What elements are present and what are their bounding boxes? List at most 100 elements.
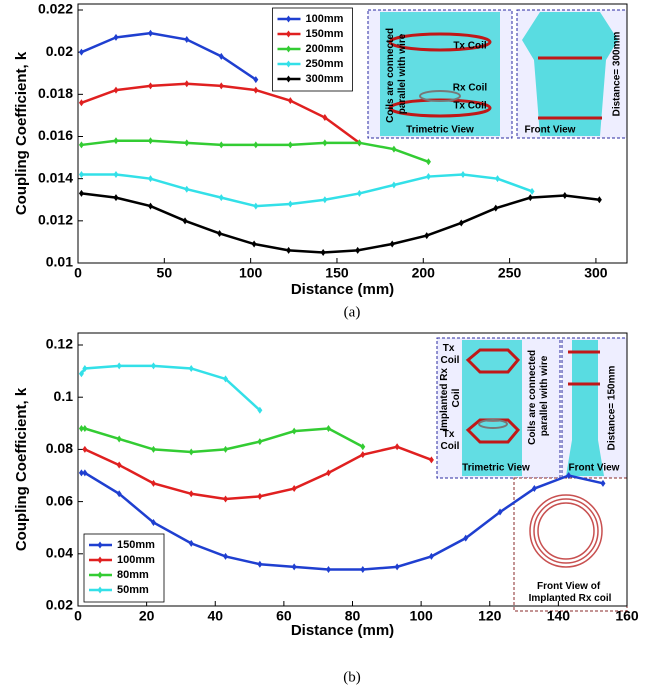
y-tick-label: 0.01 xyxy=(46,254,73,270)
data-point xyxy=(78,469,84,477)
data-point xyxy=(116,435,122,443)
data-point xyxy=(253,76,259,84)
data-point xyxy=(322,114,328,122)
y-axis-label: Coupling Coefficient, k xyxy=(13,387,30,551)
legend-label: 250mm xyxy=(306,58,344,70)
data-point xyxy=(253,86,259,94)
data-point xyxy=(389,240,395,248)
legend-marker xyxy=(97,541,103,549)
data-point xyxy=(291,485,297,493)
data-point xyxy=(223,375,229,383)
data-point xyxy=(428,552,434,560)
data-point xyxy=(188,539,194,547)
legend-label: 300mm xyxy=(306,73,344,85)
data-point xyxy=(78,48,84,56)
data-point xyxy=(497,508,503,516)
rx-coil xyxy=(533,498,599,564)
data-point xyxy=(218,141,224,149)
data-point xyxy=(150,479,156,487)
data-point xyxy=(527,194,533,202)
data-point xyxy=(218,194,224,202)
data-point xyxy=(322,196,328,204)
data-point xyxy=(218,82,224,90)
data-point xyxy=(257,560,263,568)
y-tick-label: 0.12 xyxy=(46,336,73,352)
data-point xyxy=(325,425,331,433)
data-point xyxy=(253,202,259,210)
data-point xyxy=(78,99,84,107)
data-point xyxy=(150,445,156,453)
data-point xyxy=(360,451,366,459)
tx-coil xyxy=(465,348,521,374)
annotation: Implanted Rx Coil xyxy=(439,365,462,431)
x-tick-label: 0 xyxy=(74,608,82,624)
y-tick-label: 0.08 xyxy=(46,440,73,456)
inset-a xyxy=(367,9,628,139)
data-point xyxy=(356,139,362,147)
x-tick-label: 50 xyxy=(157,265,173,281)
x-tick-label: 160 xyxy=(615,608,639,624)
data-point xyxy=(116,461,122,469)
legend-marker xyxy=(286,30,291,38)
data-point xyxy=(113,86,119,94)
annotation: Distance= 150mm xyxy=(607,366,618,451)
leg-mesh xyxy=(566,340,604,476)
data-point xyxy=(257,438,263,446)
annotation: Tx Coil xyxy=(441,343,460,366)
data-point xyxy=(116,490,122,498)
data-point xyxy=(458,219,464,227)
legend-marker xyxy=(97,571,103,579)
data-point xyxy=(355,246,361,254)
data-point xyxy=(78,170,84,178)
data-point xyxy=(188,448,194,456)
series-line xyxy=(81,173,533,208)
data-point xyxy=(463,534,469,542)
data-point xyxy=(325,565,331,573)
y-tick-label: 0.016 xyxy=(38,127,73,143)
annotation: Trimetric View xyxy=(462,463,530,474)
data-point xyxy=(596,196,602,204)
data-point xyxy=(78,141,84,149)
annotation: Front View of Implanted Rx coil xyxy=(529,581,612,604)
y-tick-label: 0.02 xyxy=(46,43,73,59)
series-line xyxy=(81,427,364,454)
annotation: Tx Coil xyxy=(453,101,487,112)
series-line xyxy=(80,31,257,81)
legend-label: 50mm xyxy=(117,584,149,596)
x-tick-label: 60 xyxy=(276,608,292,624)
y-tick-label: 0.012 xyxy=(38,212,73,228)
data-point xyxy=(82,364,88,372)
data-point xyxy=(82,425,88,433)
annotation: Coils are connected parallel with wire xyxy=(527,347,550,445)
rx-coil xyxy=(537,502,595,560)
legend-marker xyxy=(286,60,291,68)
annotation: Trimetric View xyxy=(406,125,474,136)
annotation: Rx Coil xyxy=(453,83,488,94)
data-point xyxy=(394,443,400,451)
data-point xyxy=(325,469,331,477)
y-tick-label: 0.022 xyxy=(38,1,73,17)
y-axis-label: Coupling Coefficient, k xyxy=(13,51,30,215)
data-point xyxy=(184,36,190,44)
body-mesh xyxy=(462,340,522,476)
data-point xyxy=(460,170,466,178)
legend-marker xyxy=(97,586,103,594)
rx-coil xyxy=(419,90,461,102)
x-tick-label: 80 xyxy=(345,608,361,624)
data-point xyxy=(82,469,88,477)
x-axis-label: Distance (mm) xyxy=(291,622,394,639)
y-tick-label: 0.02 xyxy=(46,597,73,613)
legend-marker xyxy=(286,45,291,53)
data-point xyxy=(148,82,154,90)
data-point xyxy=(113,137,119,145)
plot-frame xyxy=(77,3,628,264)
x-tick-label: 100 xyxy=(409,608,433,624)
data-point xyxy=(562,192,568,200)
legend-label: 200mm xyxy=(306,43,344,55)
annotation: Coils are connected parallel with wire xyxy=(385,25,408,123)
x-tick-label: 140 xyxy=(547,608,571,624)
data-point xyxy=(425,158,431,166)
annotation: Tx Coil xyxy=(441,429,460,452)
x-tick-label: 20 xyxy=(139,608,155,624)
annotation: Front View xyxy=(569,463,620,474)
